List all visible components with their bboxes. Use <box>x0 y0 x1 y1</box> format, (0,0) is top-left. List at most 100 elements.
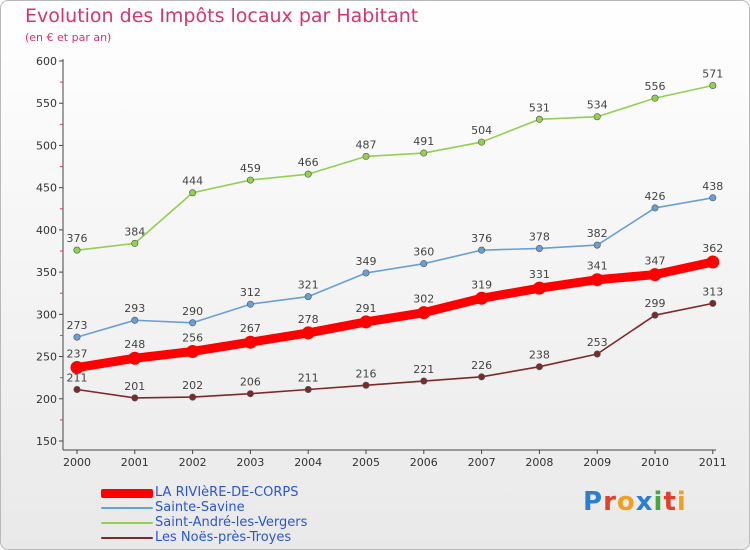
proxiti-logo: Proxiti <box>583 487 687 517</box>
data-point <box>475 291 489 305</box>
data-point <box>246 390 254 398</box>
data-label: 534 <box>587 99 608 112</box>
data-point <box>246 176 254 184</box>
data-point <box>70 361 84 375</box>
x-tick-label: 2005 <box>352 456 380 469</box>
data-point <box>535 363 543 371</box>
data-label: 302 <box>413 293 434 306</box>
data-label: 312 <box>240 286 261 299</box>
data-point <box>131 316 139 324</box>
data-point <box>243 335 257 349</box>
data-point <box>478 246 486 254</box>
logo-letter: t <box>663 487 677 517</box>
chart-title: Evolution des Impôts locaux par Habitant <box>25 5 419 27</box>
data-point <box>128 351 142 365</box>
data-point <box>420 149 428 157</box>
x-tick-label: 2008 <box>525 456 553 469</box>
series-line <box>72 257 718 373</box>
data-label: 349 <box>356 255 377 268</box>
data-point <box>417 306 431 320</box>
data-point <box>478 373 486 381</box>
data-label: 382 <box>587 227 608 240</box>
data-label: 278 <box>298 313 319 326</box>
data-label: 426 <box>645 190 666 203</box>
data-point <box>593 350 601 358</box>
data-label: 248 <box>124 338 145 351</box>
data-label: 226 <box>471 359 492 372</box>
legend-label: Sainte-Savine <box>155 500 245 515</box>
data-label: 253 <box>587 336 608 349</box>
data-point <box>478 138 486 146</box>
x-tick-label: 2001 <box>121 456 149 469</box>
data-point <box>709 194 717 202</box>
logo-letter: r <box>603 487 617 517</box>
data-label: 556 <box>645 80 666 93</box>
logo-letter: i <box>676 487 687 517</box>
data-label: 362 <box>702 242 723 255</box>
data-point <box>709 299 717 307</box>
data-point <box>131 239 139 247</box>
y-tick-label: 350 <box>36 266 57 279</box>
x-tick-label: 2007 <box>468 456 496 469</box>
x-tick-label: 2003 <box>236 456 264 469</box>
legend-label: Les Noës-près-Troyes <box>155 530 292 545</box>
y-tick-label: 300 <box>36 308 57 321</box>
data-label: 299 <box>645 297 666 310</box>
data-point <box>593 241 601 249</box>
data-point <box>535 244 543 252</box>
data-label: 360 <box>413 246 434 259</box>
data-label: 221 <box>413 363 434 376</box>
chart-subtitle: (en € et par an) <box>25 31 112 44</box>
data-label: 211 <box>298 371 319 384</box>
x-tick-label: 2006 <box>410 456 438 469</box>
data-label: 331 <box>529 268 550 281</box>
data-label: 273 <box>67 319 88 332</box>
data-point <box>706 255 720 269</box>
data-label: 206 <box>240 376 261 389</box>
logo-letter: P <box>583 487 604 517</box>
y-tick-label: 400 <box>36 224 57 237</box>
data-point <box>648 268 662 282</box>
data-point <box>651 204 659 212</box>
data-point <box>420 377 428 385</box>
data-label: 504 <box>471 124 492 137</box>
data-point <box>362 381 370 389</box>
data-label: 459 <box>240 162 261 175</box>
data-label: 290 <box>182 305 203 318</box>
legend-swatch <box>101 488 153 498</box>
y-tick-label: 500 <box>36 139 57 152</box>
data-point <box>131 394 139 402</box>
data-label: 491 <box>413 135 434 148</box>
y-tick-label: 250 <box>36 351 57 364</box>
data-point <box>362 152 370 160</box>
x-tick-label: 2000 <box>63 456 91 469</box>
data-label: 291 <box>356 302 377 315</box>
legend-swatch <box>101 522 153 524</box>
data-label: 211 <box>67 371 88 384</box>
data-label: 216 <box>356 367 377 380</box>
y-tick-label: 550 <box>36 97 57 110</box>
data-label: 376 <box>471 232 492 245</box>
legend-label: LA RIVIèRE-DE-CORPS <box>155 485 299 500</box>
data-label: 341 <box>587 260 608 273</box>
data-point <box>246 300 254 308</box>
data-point <box>362 269 370 277</box>
data-point <box>73 333 81 341</box>
x-tick-label: 2004 <box>294 456 322 469</box>
data-point <box>593 113 601 121</box>
data-point <box>535 115 543 123</box>
legend-swatch <box>101 507 153 509</box>
data-label: 201 <box>124 380 145 393</box>
data-point <box>304 293 312 301</box>
data-label: 202 <box>182 379 203 392</box>
data-label: 378 <box>529 230 550 243</box>
series-line <box>76 197 714 338</box>
data-label: 238 <box>529 349 550 362</box>
data-point <box>590 273 604 287</box>
x-tick-label: 2010 <box>641 456 669 469</box>
x-tick-label: 2011 <box>699 456 727 469</box>
y-tick-label: 600 <box>36 55 57 68</box>
data-point <box>651 311 659 319</box>
data-label: 321 <box>298 279 319 292</box>
